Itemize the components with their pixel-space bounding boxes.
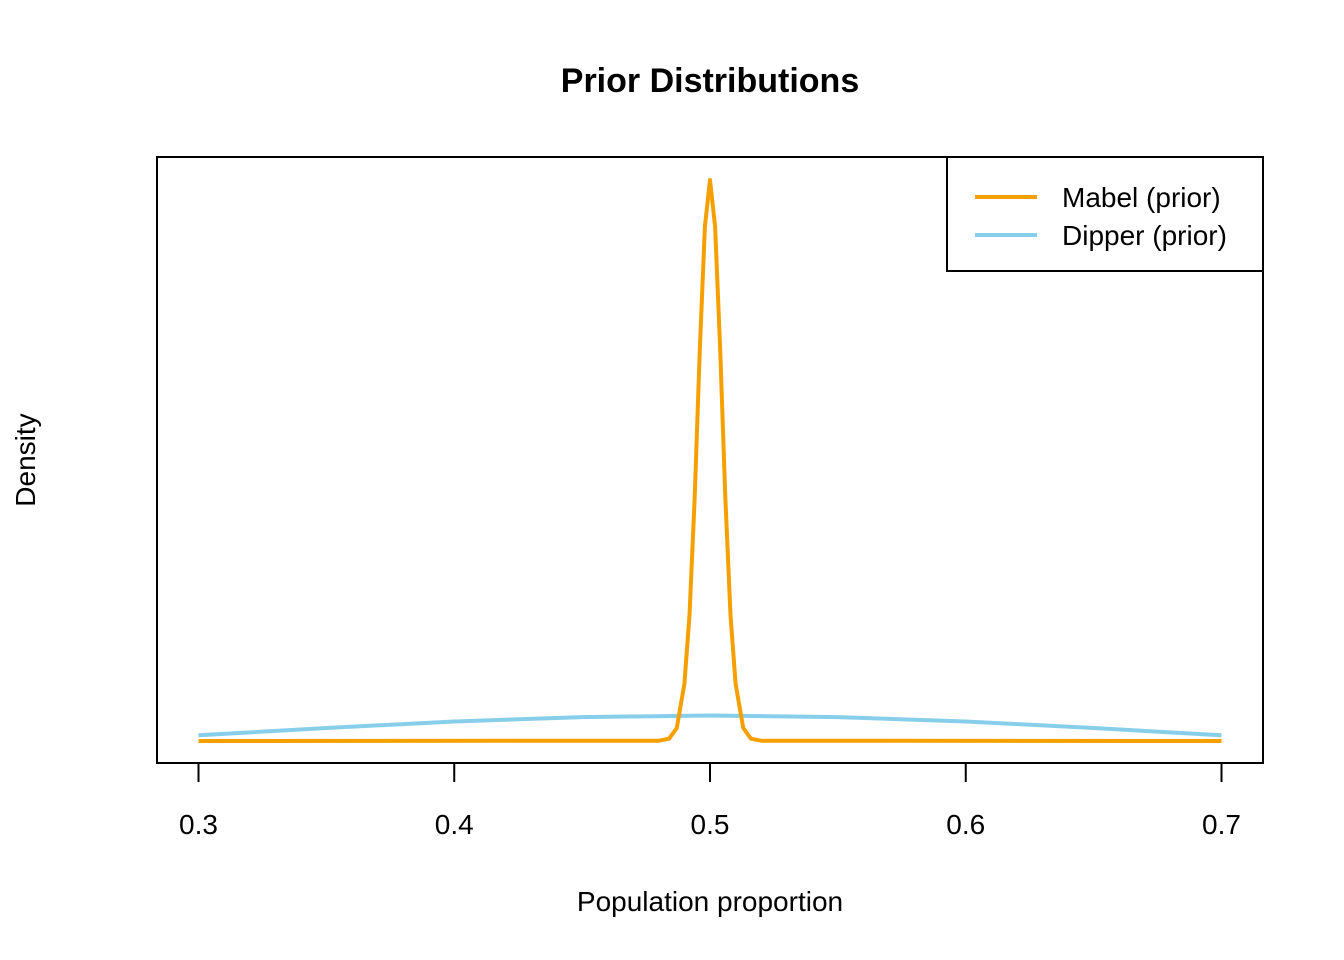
- x-tick-label: 0.5: [691, 809, 730, 840]
- legend-label-mabel: Mabel (prior): [1062, 182, 1221, 213]
- x-tick-label: 0.3: [179, 809, 218, 840]
- legend-label-dipper: Dipper (prior): [1062, 220, 1227, 251]
- series-line-dipper: [198, 713, 1222, 738]
- x-tick-label: 0.7: [1202, 809, 1241, 840]
- series-line-mabel: [198, 178, 1222, 743]
- y-axis-label: Density: [10, 413, 41, 506]
- series-layer: [198, 178, 1222, 743]
- legend: Mabel (prior) Dipper (prior): [946, 156, 1264, 272]
- x-tick-label: 0.4: [435, 809, 474, 840]
- x-axis-label: Population proportion: [577, 886, 843, 917]
- chart-title: Prior Distributions: [561, 62, 859, 100]
- x-tick-label: 0.6: [946, 809, 985, 840]
- legend-box: [946, 156, 1264, 272]
- x-axis: 0.3 0.4 0.5 0.6 0.7: [179, 762, 1241, 840]
